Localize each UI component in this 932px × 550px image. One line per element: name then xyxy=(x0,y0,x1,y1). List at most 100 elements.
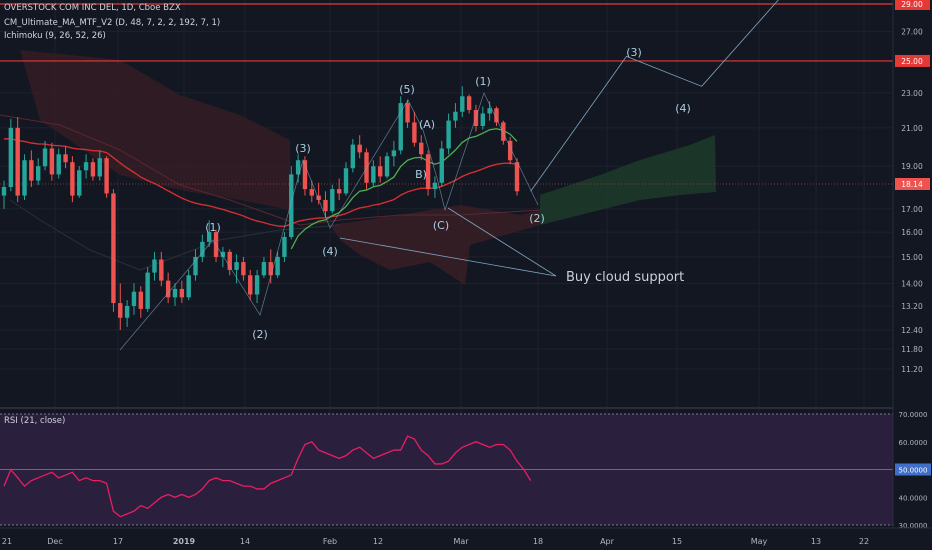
candle-body-36 xyxy=(248,275,253,295)
wave-label-11: (4) xyxy=(675,102,691,115)
candle-body-0 xyxy=(1,186,7,196)
candle-body-21 xyxy=(145,272,150,309)
candle-body-34 xyxy=(234,262,239,270)
price-tick-11: 13.20 xyxy=(901,302,923,311)
wave-count-path xyxy=(119,92,539,351)
current-price-tag: 18.14 xyxy=(901,180,923,189)
candle-body-62 xyxy=(425,154,431,190)
candle-body-56 xyxy=(384,156,390,177)
candle-body-61 xyxy=(419,142,424,155)
candle-body-32 xyxy=(220,251,226,257)
candle-body-5 xyxy=(36,166,41,181)
time-tick-10: 15 xyxy=(672,537,682,546)
candle-body-27 xyxy=(186,275,191,298)
candle-body-46 xyxy=(316,195,321,200)
time-tick-2: 17 xyxy=(113,537,123,546)
candle-body-67 xyxy=(460,96,465,112)
candle-body-47 xyxy=(323,199,328,212)
buy-cloud-support-label: Buy cloud support xyxy=(566,270,684,285)
candle-body-24 xyxy=(165,280,171,298)
time-tick-5: Feb xyxy=(323,537,337,546)
rsi-label: RSI (21, close) xyxy=(4,416,65,426)
time-tick-3: 2019 xyxy=(173,537,196,546)
candle-body-49 xyxy=(336,189,342,194)
price-tick-7: 17.00 xyxy=(901,205,923,214)
price-tag-2: 25.00 xyxy=(901,57,923,66)
price-tick-5: 19.00 xyxy=(901,162,923,171)
symbol-title: OVERSTOCK COM INC DEL, 1D, Cboe BZX xyxy=(4,3,181,13)
wave-drawings[interactable]: (1) (2) (3) (4) (5) (A) B) (C) (1) (2) (3) (4) xyxy=(119,0,797,351)
candle-body-2 xyxy=(15,127,20,196)
candle-body-40 xyxy=(275,256,280,276)
wave-label-0: (1) xyxy=(205,221,221,234)
candle-body-35 xyxy=(241,262,246,276)
candle-body-33 xyxy=(227,251,232,270)
price-axis[interactable]: 29.00 27.00 25.00 23.00 21.00 19.00 18.14 17.00… xyxy=(892,0,932,530)
candle-body-22 xyxy=(152,259,157,273)
wave-label-8: (1) xyxy=(475,75,491,88)
wave-label-4: (5) xyxy=(399,83,415,96)
indicator-ichimoku-label[interactable]: Ichimoku (9, 26, 52, 26) xyxy=(4,31,106,41)
price-tick-3: 23.00 xyxy=(901,89,923,98)
candle-body-19 xyxy=(131,291,137,306)
candle-body-38 xyxy=(261,262,267,276)
cloud-span-b xyxy=(0,114,541,226)
wave-label-9: (2) xyxy=(529,212,545,225)
candle-body-75 xyxy=(514,162,520,192)
rsi-line xyxy=(3,435,532,518)
candle-body-41 xyxy=(282,236,287,257)
time-axis-bg xyxy=(0,528,932,550)
candle-body-70 xyxy=(480,113,485,127)
price-tick-13: 11.80 xyxy=(901,345,923,354)
candle-body-12 xyxy=(83,162,89,171)
rsi-current-tag: 50.0000 xyxy=(899,467,928,475)
candle-body-29 xyxy=(200,241,205,257)
support-arrow-1 xyxy=(339,237,557,277)
candle-body-28 xyxy=(193,256,198,276)
candle-body-73 xyxy=(501,122,506,141)
candle-body-66 xyxy=(453,111,458,121)
moving-averages xyxy=(3,128,518,250)
time-axis[interactable]: 21 Dec 17 2019 14 Feb 12 Mar 18 Apr 15 May 13 22 xyxy=(0,527,932,550)
price-tag-bg-2 xyxy=(895,54,930,67)
wave-label-10: (3) xyxy=(626,46,642,59)
candle-body-51 xyxy=(350,144,356,169)
candle-body-63 xyxy=(432,182,438,190)
time-tick-0: 21 xyxy=(2,537,12,546)
candle-body-58 xyxy=(398,103,403,151)
price-tag-bg-0 xyxy=(895,0,930,10)
time-tick-6: 12 xyxy=(373,537,383,546)
candle-body-4 xyxy=(29,160,34,181)
candle-body-23 xyxy=(159,259,164,281)
price-tag-0: 29.00 xyxy=(901,0,923,9)
candle-body-71 xyxy=(487,108,492,114)
candle-body-13 xyxy=(90,162,96,177)
cloud-red-early xyxy=(20,50,290,210)
annotations[interactable]: Buy cloud support xyxy=(566,270,684,285)
indicator-ma-label[interactable]: CM_Ultimate_MA_MTF_V2 (D, 48, 7, 2, 2, 1… xyxy=(4,18,221,28)
candle-body-44 xyxy=(302,160,308,190)
candle-body-48 xyxy=(330,189,335,212)
wave-label-1: (2) xyxy=(252,328,268,341)
candle-body-25 xyxy=(172,288,178,298)
price-tick-12: 12.40 xyxy=(901,326,923,335)
time-tick-9: Apr xyxy=(600,537,615,546)
time-tick-7: Mar xyxy=(453,537,469,546)
candle-body-55 xyxy=(378,166,383,177)
rsi-tag-bg xyxy=(895,463,931,476)
candle-body-43 xyxy=(295,160,301,175)
candle-body-59 xyxy=(405,103,410,123)
candle-body-39 xyxy=(268,262,273,276)
candle-body-11 xyxy=(77,170,82,196)
candle-body-68 xyxy=(466,96,472,110)
candle-body-14 xyxy=(97,158,102,177)
candle-body-15 xyxy=(104,158,109,194)
candle-body-74 xyxy=(507,140,513,161)
price-tick-14: 11.20 xyxy=(901,365,923,374)
candle-body-16 xyxy=(111,193,116,304)
candle-body-6 xyxy=(42,148,48,167)
horizontal-lines[interactable] xyxy=(0,3,893,185)
candle-body-52 xyxy=(357,144,362,153)
wave-projection-path xyxy=(530,0,779,192)
